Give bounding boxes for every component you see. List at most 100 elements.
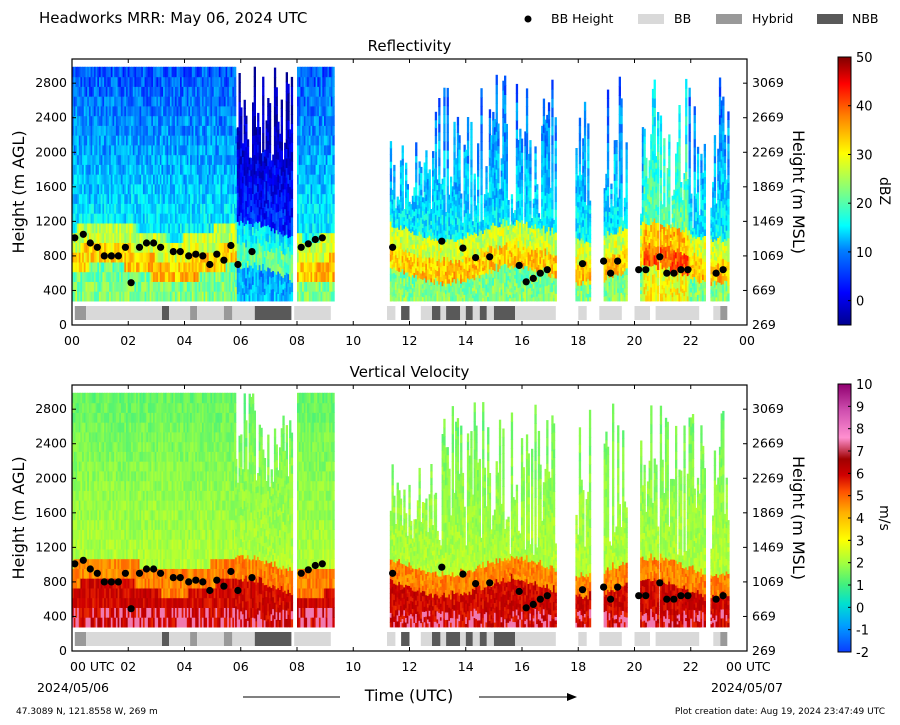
heatmap-cell [100, 232, 103, 243]
heatmap-cell [325, 96, 328, 107]
heatmap-cell [408, 276, 411, 281]
heatmap-cell [313, 164, 317, 175]
heatmap-cell [322, 86, 325, 97]
heatmap-cell [171, 125, 174, 136]
heatmap-cell [434, 151, 438, 160]
heatmap-cell [156, 291, 159, 302]
heatmap-cell [280, 166, 283, 176]
heatmap-cell [166, 86, 169, 97]
heatmap-cell [159, 291, 163, 302]
heatmap-cell [203, 193, 206, 204]
heatmap-cell [282, 159, 285, 166]
heatmap-cell [236, 170, 240, 179]
heatmap-cell [110, 242, 114, 253]
heatmap-cell [161, 271, 164, 282]
heatmap-cell [252, 193, 255, 203]
heatmap-cell [434, 229, 438, 239]
heatmap-cell [178, 66, 181, 78]
heatmap-cell [164, 115, 168, 126]
heatmap-cell [122, 76, 125, 87]
heatmap-cell [480, 229, 483, 240]
heatmap-cell [255, 264, 258, 273]
heatmap-cell [290, 114, 294, 125]
heatmap-cell [72, 291, 75, 302]
heatmap-cell [393, 283, 396, 291]
heatmap-cell [159, 281, 163, 292]
heatmap-cell [126, 232, 129, 243]
heatmap-cell [315, 66, 318, 78]
heatmap-cell [401, 249, 404, 257]
heatmap-cell [439, 276, 443, 282]
heatmap-cell [285, 100, 288, 111]
heatmap-cell [180, 144, 183, 156]
heatmap-cell [114, 66, 117, 78]
heatmap-cell [215, 144, 218, 156]
heatmap-cell [181, 281, 184, 292]
heatmap-cell [399, 289, 403, 296]
heatmap-cell [441, 199, 444, 205]
heatmap-cell [480, 292, 483, 302]
heatmap-cell [308, 222, 312, 234]
heatmap-cell [87, 86, 90, 97]
heatmap-cell [312, 213, 315, 224]
heatmap-cell [446, 238, 449, 249]
heatmap-cell [115, 96, 119, 107]
heatmap-cell [223, 222, 227, 234]
heatmap-cell [282, 218, 285, 225]
heatmap-cell [262, 244, 265, 255]
heatmap-cell [154, 193, 157, 204]
heatmap-cell [250, 288, 253, 296]
heatmap-cell [252, 218, 255, 227]
heatmap-cell [426, 226, 430, 233]
heatmap-cell [232, 261, 235, 273]
heatmap-cell [265, 293, 268, 302]
heatmap-cell [90, 281, 93, 292]
heatmap-cell [100, 174, 103, 185]
heatmap-cell [317, 183, 320, 195]
heatmap-cell [114, 193, 117, 204]
heatmap-cell [149, 271, 152, 282]
heatmap-cell [137, 183, 141, 195]
heatmap-cell [275, 283, 278, 293]
heatmap-cell [252, 160, 255, 170]
heatmap-cell [287, 165, 290, 175]
heatmap-cell [117, 86, 120, 97]
heatmap-cell [448, 252, 451, 258]
heatmap-cell [461, 252, 465, 256]
heatmap-cell [201, 193, 205, 204]
heatmap-cell [238, 215, 241, 226]
heatmap-cell [248, 241, 251, 248]
heatmap-cell [236, 279, 240, 287]
heatmap-cell [176, 96, 179, 107]
heatmap-cell [312, 125, 315, 136]
heatmap-cell [164, 213, 168, 224]
heatmap-cell [396, 218, 399, 224]
heatmap-cell [466, 140, 470, 149]
heatmap-cell [425, 213, 428, 220]
heatmap-cell [329, 135, 332, 146]
heatmap-cell [477, 182, 480, 190]
heatmap-cell [241, 156, 245, 164]
heatmap-cell [401, 184, 404, 192]
heatmap-cell [215, 271, 218, 282]
heatmap-cell [200, 105, 203, 117]
heatmap-cell [87, 96, 90, 107]
heatmap-cell [228, 193, 232, 204]
heatmap-cell [168, 105, 171, 117]
heatmap-cell [415, 287, 418, 295]
heatmap-cell [132, 271, 136, 282]
heatmap-cell [298, 291, 301, 302]
heatmap-cell [228, 105, 232, 117]
heatmap-cell [285, 186, 288, 197]
heatmap-cell [90, 193, 93, 204]
heatmap-cell [180, 183, 183, 195]
heatmap-cell [252, 284, 255, 294]
heatmap-cell [225, 96, 228, 107]
heatmap-cell [413, 263, 416, 269]
heatmap-cell [303, 96, 307, 107]
heatmap-cell [394, 266, 398, 271]
heatmap-cell [458, 149, 461, 157]
heatmap-cell [168, 164, 171, 175]
heatmap-cell [480, 265, 483, 275]
heatmap-cell [265, 210, 268, 219]
